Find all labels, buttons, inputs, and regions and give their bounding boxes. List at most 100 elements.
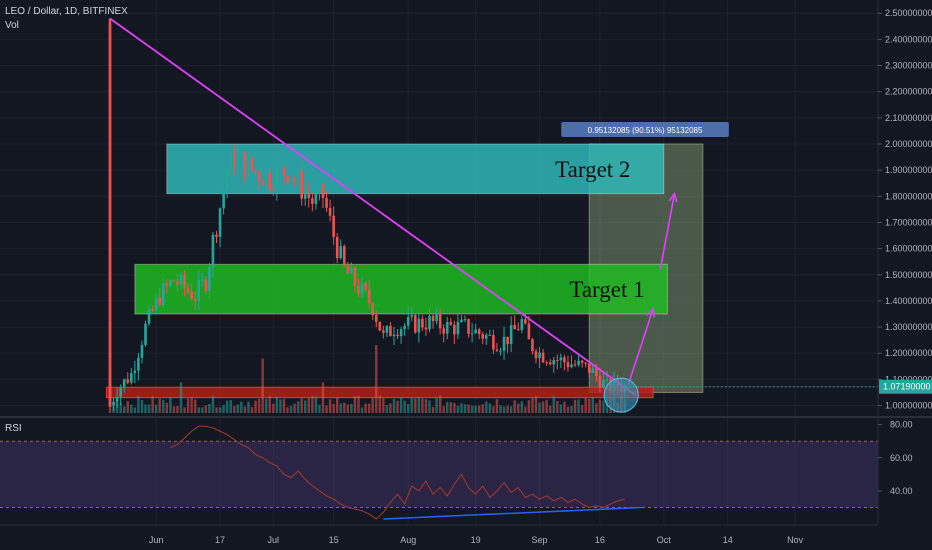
highlight-circle (603, 377, 639, 413)
candle-body (190, 291, 193, 299)
volume-bar (513, 400, 516, 413)
volume-bar (403, 400, 406, 413)
volume-bar (509, 406, 513, 413)
volume-bar (261, 358, 264, 413)
time-axis-label: Aug (400, 535, 416, 545)
volume-bar (520, 401, 523, 413)
volume-bar (527, 400, 531, 413)
candle-body (137, 357, 140, 371)
price-axis-label: 1.10000000 (885, 374, 932, 384)
target-1-zone (134, 263, 668, 315)
volume-bar (538, 402, 541, 413)
volume-bar (289, 405, 293, 413)
volume-bar (492, 406, 495, 413)
volume-bar (563, 401, 566, 413)
candle-body (300, 171, 303, 199)
volume-bar (233, 406, 236, 413)
volume-bar (389, 403, 392, 413)
volume-bar (417, 397, 421, 413)
price-axis-label: 1.80000000 (885, 191, 932, 201)
volume-bar (399, 397, 403, 413)
price-axis-label: 2.40000000 (885, 34, 932, 44)
volume-bar (350, 403, 353, 413)
candle-body (115, 396, 119, 402)
volume-bar (165, 402, 168, 413)
measure-label: 0.95132085 (90.51%) 95132085 (588, 126, 703, 135)
candle-body (126, 379, 130, 383)
volume-bar (147, 404, 151, 413)
candle-body (250, 157, 254, 171)
candle-body (293, 180, 296, 182)
candle-body (421, 318, 424, 328)
volume-bar (566, 406, 570, 413)
volume-bar (144, 404, 147, 413)
volume-bar (552, 396, 555, 413)
volume-bar (204, 405, 208, 413)
volume-bar (183, 407, 186, 413)
price-axis-label: 1.60000000 (885, 244, 932, 254)
volume-bar (179, 382, 183, 413)
current-price-label: 1.07190000 (883, 382, 931, 392)
time-axis-label: Sep (532, 535, 548, 545)
candle-body (179, 274, 183, 285)
volume-bar (133, 407, 137, 413)
candle-body (240, 152, 243, 155)
volume-bar (119, 402, 122, 413)
volume-bar (549, 405, 552, 413)
candle-body (172, 280, 176, 282)
candle-body (282, 166, 286, 176)
volume-bar (218, 407, 222, 413)
projection-arrow-line (659, 193, 676, 270)
candle-body (186, 287, 190, 292)
volume-bar (378, 395, 381, 413)
volume-bar (598, 399, 602, 413)
volume-bar (495, 399, 499, 413)
volume-bar (588, 398, 591, 413)
candle-body (147, 309, 151, 324)
candle-body (474, 329, 477, 334)
rsi-axis-label: 60.00 (890, 453, 913, 463)
candle-body (257, 172, 261, 182)
candle-body (133, 370, 137, 374)
candle-body (197, 279, 201, 301)
price-axis-label: 1.30000000 (885, 322, 932, 332)
volume-bar (438, 395, 442, 413)
candle-body (364, 283, 367, 290)
volume-bar (194, 399, 197, 413)
candle-body (385, 326, 389, 333)
volume-bar (325, 405, 328, 413)
candle-body (396, 334, 399, 337)
candle-body (272, 189, 275, 191)
candle-body (435, 314, 438, 322)
volume-bar (272, 403, 275, 413)
volume-bar (531, 397, 534, 413)
candle-body (218, 208, 222, 237)
volume-bar (140, 399, 144, 413)
volume-bar (478, 405, 481, 413)
candle-body (154, 297, 158, 311)
time-axis-label: 19 (471, 535, 481, 545)
candle-body (445, 322, 449, 334)
volume-bar (580, 405, 584, 413)
volume-bar (307, 398, 310, 413)
candle-body (595, 368, 598, 376)
volume-bar (268, 395, 271, 413)
volume-bar (396, 400, 399, 413)
volume-bar (126, 401, 129, 413)
volume-bar (250, 407, 254, 413)
volume-bar (293, 403, 296, 413)
candle-body (495, 349, 499, 351)
volume-bar (605, 398, 609, 413)
volume-bar (130, 404, 133, 413)
candle-body (449, 322, 453, 325)
candle-body (264, 172, 268, 186)
candle-body (268, 172, 272, 190)
rsi-label: RSI (5, 423, 22, 434)
candle-body (193, 298, 197, 301)
price-axis-label: 2.00000000 (885, 139, 932, 149)
candle-body (229, 151, 232, 172)
candle-body (357, 285, 360, 294)
candle-body (506, 336, 509, 345)
candle-body (598, 375, 602, 388)
